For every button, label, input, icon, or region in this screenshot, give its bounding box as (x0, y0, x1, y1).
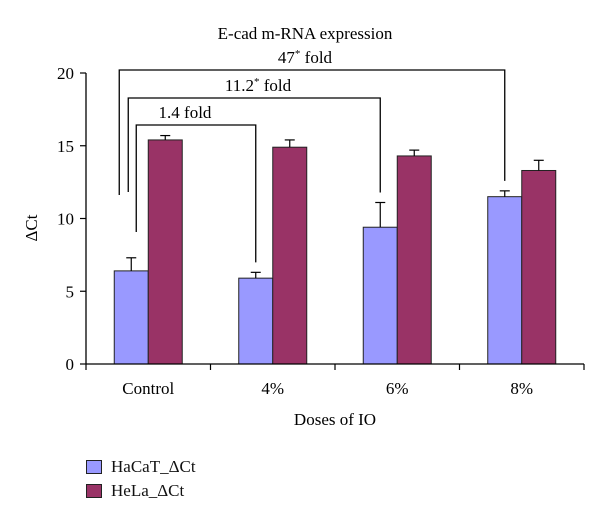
legend-swatch-hela (86, 484, 102, 498)
x-tick-label: 4% (261, 379, 284, 398)
legend: HaCaT_ΔCt HeLa_ΔCt (86, 455, 196, 503)
x-axis-label: Doses of IO (294, 410, 376, 429)
legend-label-hela: HeLa_ΔCt (111, 481, 185, 500)
x-tick-label: 6% (386, 379, 409, 398)
chart-title: E-cad m-RNA expression (218, 24, 393, 43)
axes-group: 0 5 10 15 20 Control 4% 6% 8% (57, 64, 585, 398)
legend-label-hacat: HaCaT_ΔCt (111, 457, 196, 476)
bar (147, 139, 183, 365)
legend-swatch-hacat (86, 460, 102, 474)
y-tick-label: 20 (57, 64, 74, 83)
error-bars-group (126, 134, 544, 279)
significance-bracket (118, 69, 506, 195)
bars-group (113, 139, 557, 365)
x-tick-label: 8% (510, 379, 533, 398)
bar (396, 155, 432, 365)
y-tick-label: 0 (66, 355, 75, 374)
bar (238, 277, 274, 365)
x-tick-label: Control (122, 379, 174, 398)
y-tick-label: 10 (57, 210, 74, 229)
bar (521, 169, 557, 365)
y-axis-label: ΔCt (22, 214, 41, 241)
y-tick-label: 15 (57, 137, 74, 156)
significance-bracket (135, 124, 257, 263)
y-tick-label: 5 (66, 282, 75, 301)
legend-item-hacat: HaCaT_ΔCt (86, 455, 196, 479)
fold-label: 1.4 fold (159, 103, 212, 122)
significance-brackets: 1.4 fold 11.2* fold 47* fold (118, 48, 506, 263)
bar (113, 270, 149, 365)
legend-item-hela: HeLa_ΔCt (86, 479, 196, 503)
fold-label: 11.2* fold (225, 76, 292, 95)
bar (272, 146, 308, 365)
significance-bracket (127, 97, 381, 193)
bar (487, 196, 523, 365)
bar (362, 226, 398, 365)
fold-label: 47* fold (278, 48, 333, 67)
